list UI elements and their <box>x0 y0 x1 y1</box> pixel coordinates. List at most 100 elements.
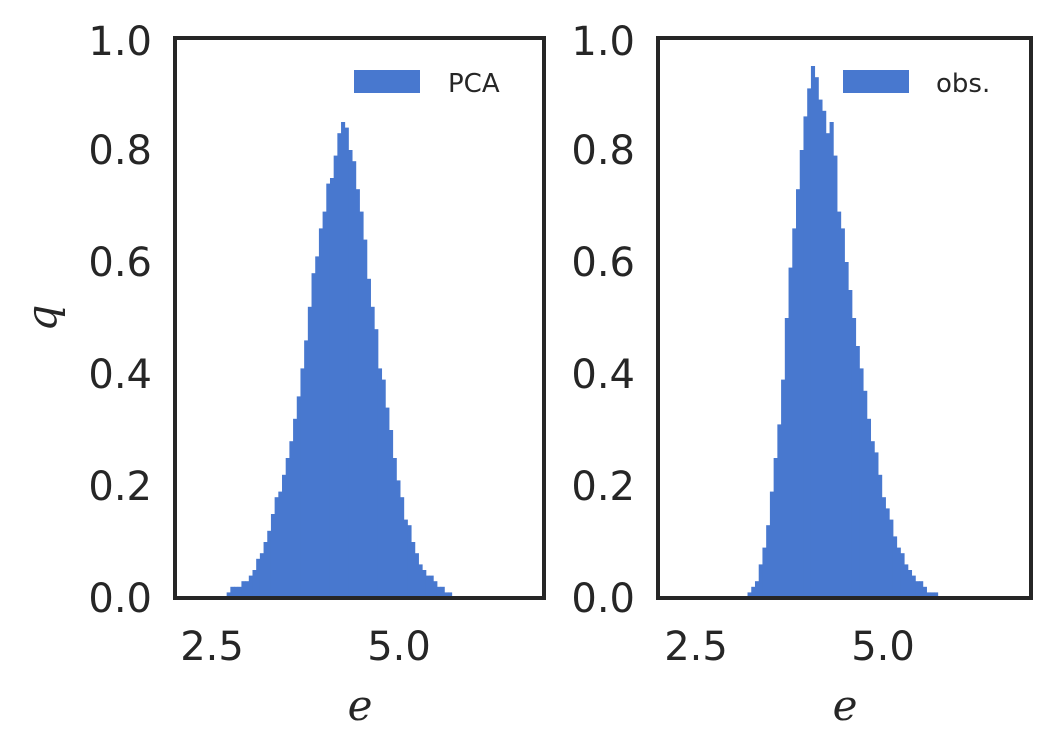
bars-left <box>226 122 453 598</box>
histogram-bar <box>926 592 931 598</box>
histogram-bar <box>784 318 789 598</box>
histogram-bar <box>226 592 231 598</box>
histogram-bar <box>766 525 771 598</box>
bars-right <box>747 66 939 599</box>
histogram-bar <box>444 592 449 598</box>
histogram-bar <box>400 497 405 598</box>
histogram-bar <box>304 340 309 598</box>
histogram-bar <box>245 581 250 598</box>
ytick-label: 0.4 <box>88 352 152 398</box>
histogram-bar <box>307 306 312 598</box>
histogram-bar <box>747 592 752 598</box>
histogram-bar <box>803 116 808 599</box>
histogram-bar <box>293 418 298 598</box>
histogram-bar <box>333 155 338 598</box>
histogram-bar <box>863 390 868 598</box>
histogram-bar <box>282 474 287 598</box>
ytick-label: 0.8 <box>88 128 152 174</box>
panel-left: 0.0 0.2 0.4 0.6 0.8 1.0 2.5 5.0 e q PCA <box>17 19 546 730</box>
histogram-bar <box>781 379 786 598</box>
histogram-bar <box>934 592 939 598</box>
histogram-bar <box>248 575 253 598</box>
histogram-bar <box>252 570 257 598</box>
histogram-bar <box>259 553 264 598</box>
ytick-labels-right: 0.0 0.2 0.4 0.6 0.8 1.0 <box>571 19 635 622</box>
histogram-bar <box>792 228 797 598</box>
ytick-labels-left: 0.0 0.2 0.4 0.6 0.8 1.0 <box>88 19 152 622</box>
histogram-bar <box>848 290 853 598</box>
ytick-label: 0.2 <box>571 464 635 510</box>
xtick-label: 5.0 <box>851 624 915 670</box>
xtick-label: 2.5 <box>664 624 728 670</box>
frame-right <box>656 36 1033 600</box>
histogram-bar <box>289 441 294 598</box>
histogram-bar <box>363 239 368 598</box>
histogram-bar <box>341 122 346 598</box>
histogram-bar <box>241 581 246 598</box>
histogram-bar <box>433 581 438 598</box>
histogram-bar <box>311 273 316 598</box>
histogram-bar <box>366 278 371 598</box>
histogram-bar <box>429 575 434 598</box>
x-axis-label-right: e <box>833 681 858 730</box>
histogram-bar <box>769 491 775 598</box>
histogram-bar <box>833 155 838 598</box>
histogram-bar <box>844 262 849 598</box>
histogram-bar <box>859 368 864 598</box>
histogram-bar <box>448 592 453 598</box>
histogram-bar <box>381 379 386 598</box>
histogram-bar <box>326 183 331 598</box>
legend-label-right: obs. <box>936 69 990 99</box>
histogram-bar <box>874 452 879 598</box>
histogram-bar <box>385 407 390 598</box>
xtick-labels-left: 2.5 5.0 <box>180 624 431 670</box>
histogram-bar <box>344 127 349 598</box>
histogram-bar <box>256 558 261 598</box>
histogram-bar <box>352 161 357 598</box>
legend-swatch-left <box>354 70 420 93</box>
histogram-bar <box>436 586 442 598</box>
histogram-bar <box>425 575 431 598</box>
ytick-label: 1.0 <box>88 19 152 65</box>
histogram-bar <box>300 368 305 598</box>
histogram-bar <box>814 77 819 598</box>
histogram-bar <box>337 133 342 598</box>
histogram-bar <box>329 178 335 598</box>
histogram-bar <box>878 474 883 598</box>
legend-left: PCA <box>354 69 500 99</box>
legend-right: obs. <box>843 69 990 99</box>
histogram-bar <box>810 66 816 598</box>
ytick-label: 0.2 <box>88 464 152 510</box>
histogram-bar <box>840 228 845 598</box>
histogram-bar <box>885 508 890 598</box>
histogram-bar <box>389 430 394 598</box>
histogram-bar <box>318 228 323 598</box>
histogram-bar <box>799 150 804 598</box>
legend-label-left: PCA <box>448 69 500 99</box>
histogram-bar <box>355 189 360 598</box>
histogram-bar <box>322 211 327 598</box>
histogram-bar <box>370 306 375 598</box>
histogram-bar <box>907 570 913 598</box>
histogram-bar <box>837 211 842 598</box>
histogram-bar <box>930 592 935 598</box>
xtick-label: 2.5 <box>180 624 244 670</box>
histogram-bar <box>414 553 419 598</box>
histogram-bar <box>788 267 793 598</box>
ytick-label: 0.0 <box>88 576 152 622</box>
ytick-label: 0.6 <box>88 240 152 286</box>
histogram-bar <box>796 189 801 598</box>
histogram-bar <box>396 480 401 598</box>
panel-right: 0.0 0.2 0.4 0.6 0.8 1.0 2.5 5.0 e obs. <box>571 19 1033 730</box>
histogram-bar <box>915 581 920 598</box>
histogram-bar <box>818 99 823 598</box>
histogram-bar <box>904 564 909 598</box>
ytick-label: 0.6 <box>571 240 635 286</box>
histogram-bar <box>851 318 857 598</box>
ytick-label: 1.0 <box>571 19 635 65</box>
histogram-bar <box>855 346 860 598</box>
histogram-bar <box>889 519 894 598</box>
xtick-label: 5.0 <box>367 624 431 670</box>
histogram-bar <box>315 256 320 598</box>
histogram-bar <box>900 553 905 598</box>
